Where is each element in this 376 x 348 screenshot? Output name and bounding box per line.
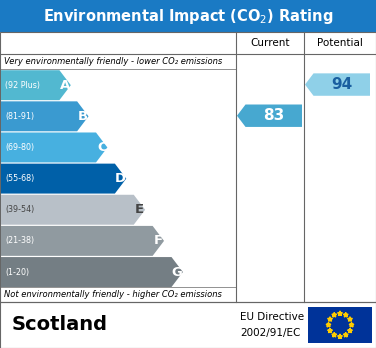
Text: G: G [172,266,183,278]
Polygon shape [1,257,183,287]
Polygon shape [305,73,370,96]
Text: (55-68): (55-68) [5,174,34,183]
Text: E: E [135,203,144,216]
Bar [0,302,376,348]
Text: Scotland: Scotland [12,316,108,334]
Text: EU Directive: EU Directive [240,312,304,322]
Text: (92 Plus): (92 Plus) [5,81,40,90]
Polygon shape [338,311,343,316]
Text: F: F [154,235,163,247]
Text: (39-54): (39-54) [5,205,34,214]
Polygon shape [343,332,348,337]
Text: Potential: Potential [317,38,363,48]
Bar [0,32,376,302]
Bar [308,307,372,343]
Polygon shape [1,195,145,225]
Text: Current: Current [250,38,290,48]
Text: (69-80): (69-80) [5,143,34,152]
Text: A: A [60,79,70,92]
Polygon shape [332,332,337,337]
Polygon shape [1,133,108,163]
Polygon shape [1,226,164,256]
Text: Not environmentally friendly - higher CO₂ emissions: Not environmentally friendly - higher CO… [4,290,222,299]
Polygon shape [349,323,354,327]
Text: B: B [78,110,88,123]
Polygon shape [347,328,352,333]
Text: Environmental Impact (CO$_2$) Rating: Environmental Impact (CO$_2$) Rating [43,7,333,25]
Text: (1-20): (1-20) [5,268,29,277]
Text: 83: 83 [263,108,284,123]
Text: Very environmentally friendly - lower CO₂ emissions: Very environmentally friendly - lower CO… [4,57,222,66]
Text: D: D [115,172,126,185]
Text: 94: 94 [331,77,352,92]
Text: 2002/91/EC: 2002/91/EC [240,328,300,338]
Polygon shape [326,323,331,327]
Polygon shape [343,313,348,317]
Polygon shape [1,164,126,193]
Text: (81-91): (81-91) [5,112,34,121]
Text: C: C [97,141,106,154]
Text: (21-38): (21-38) [5,236,34,245]
Polygon shape [347,317,352,321]
Polygon shape [237,104,302,127]
Polygon shape [1,70,71,100]
Polygon shape [1,101,88,131]
Polygon shape [338,334,343,339]
Polygon shape [332,313,337,317]
Bar [0,0,376,32]
Polygon shape [327,328,332,333]
Polygon shape [327,317,332,321]
